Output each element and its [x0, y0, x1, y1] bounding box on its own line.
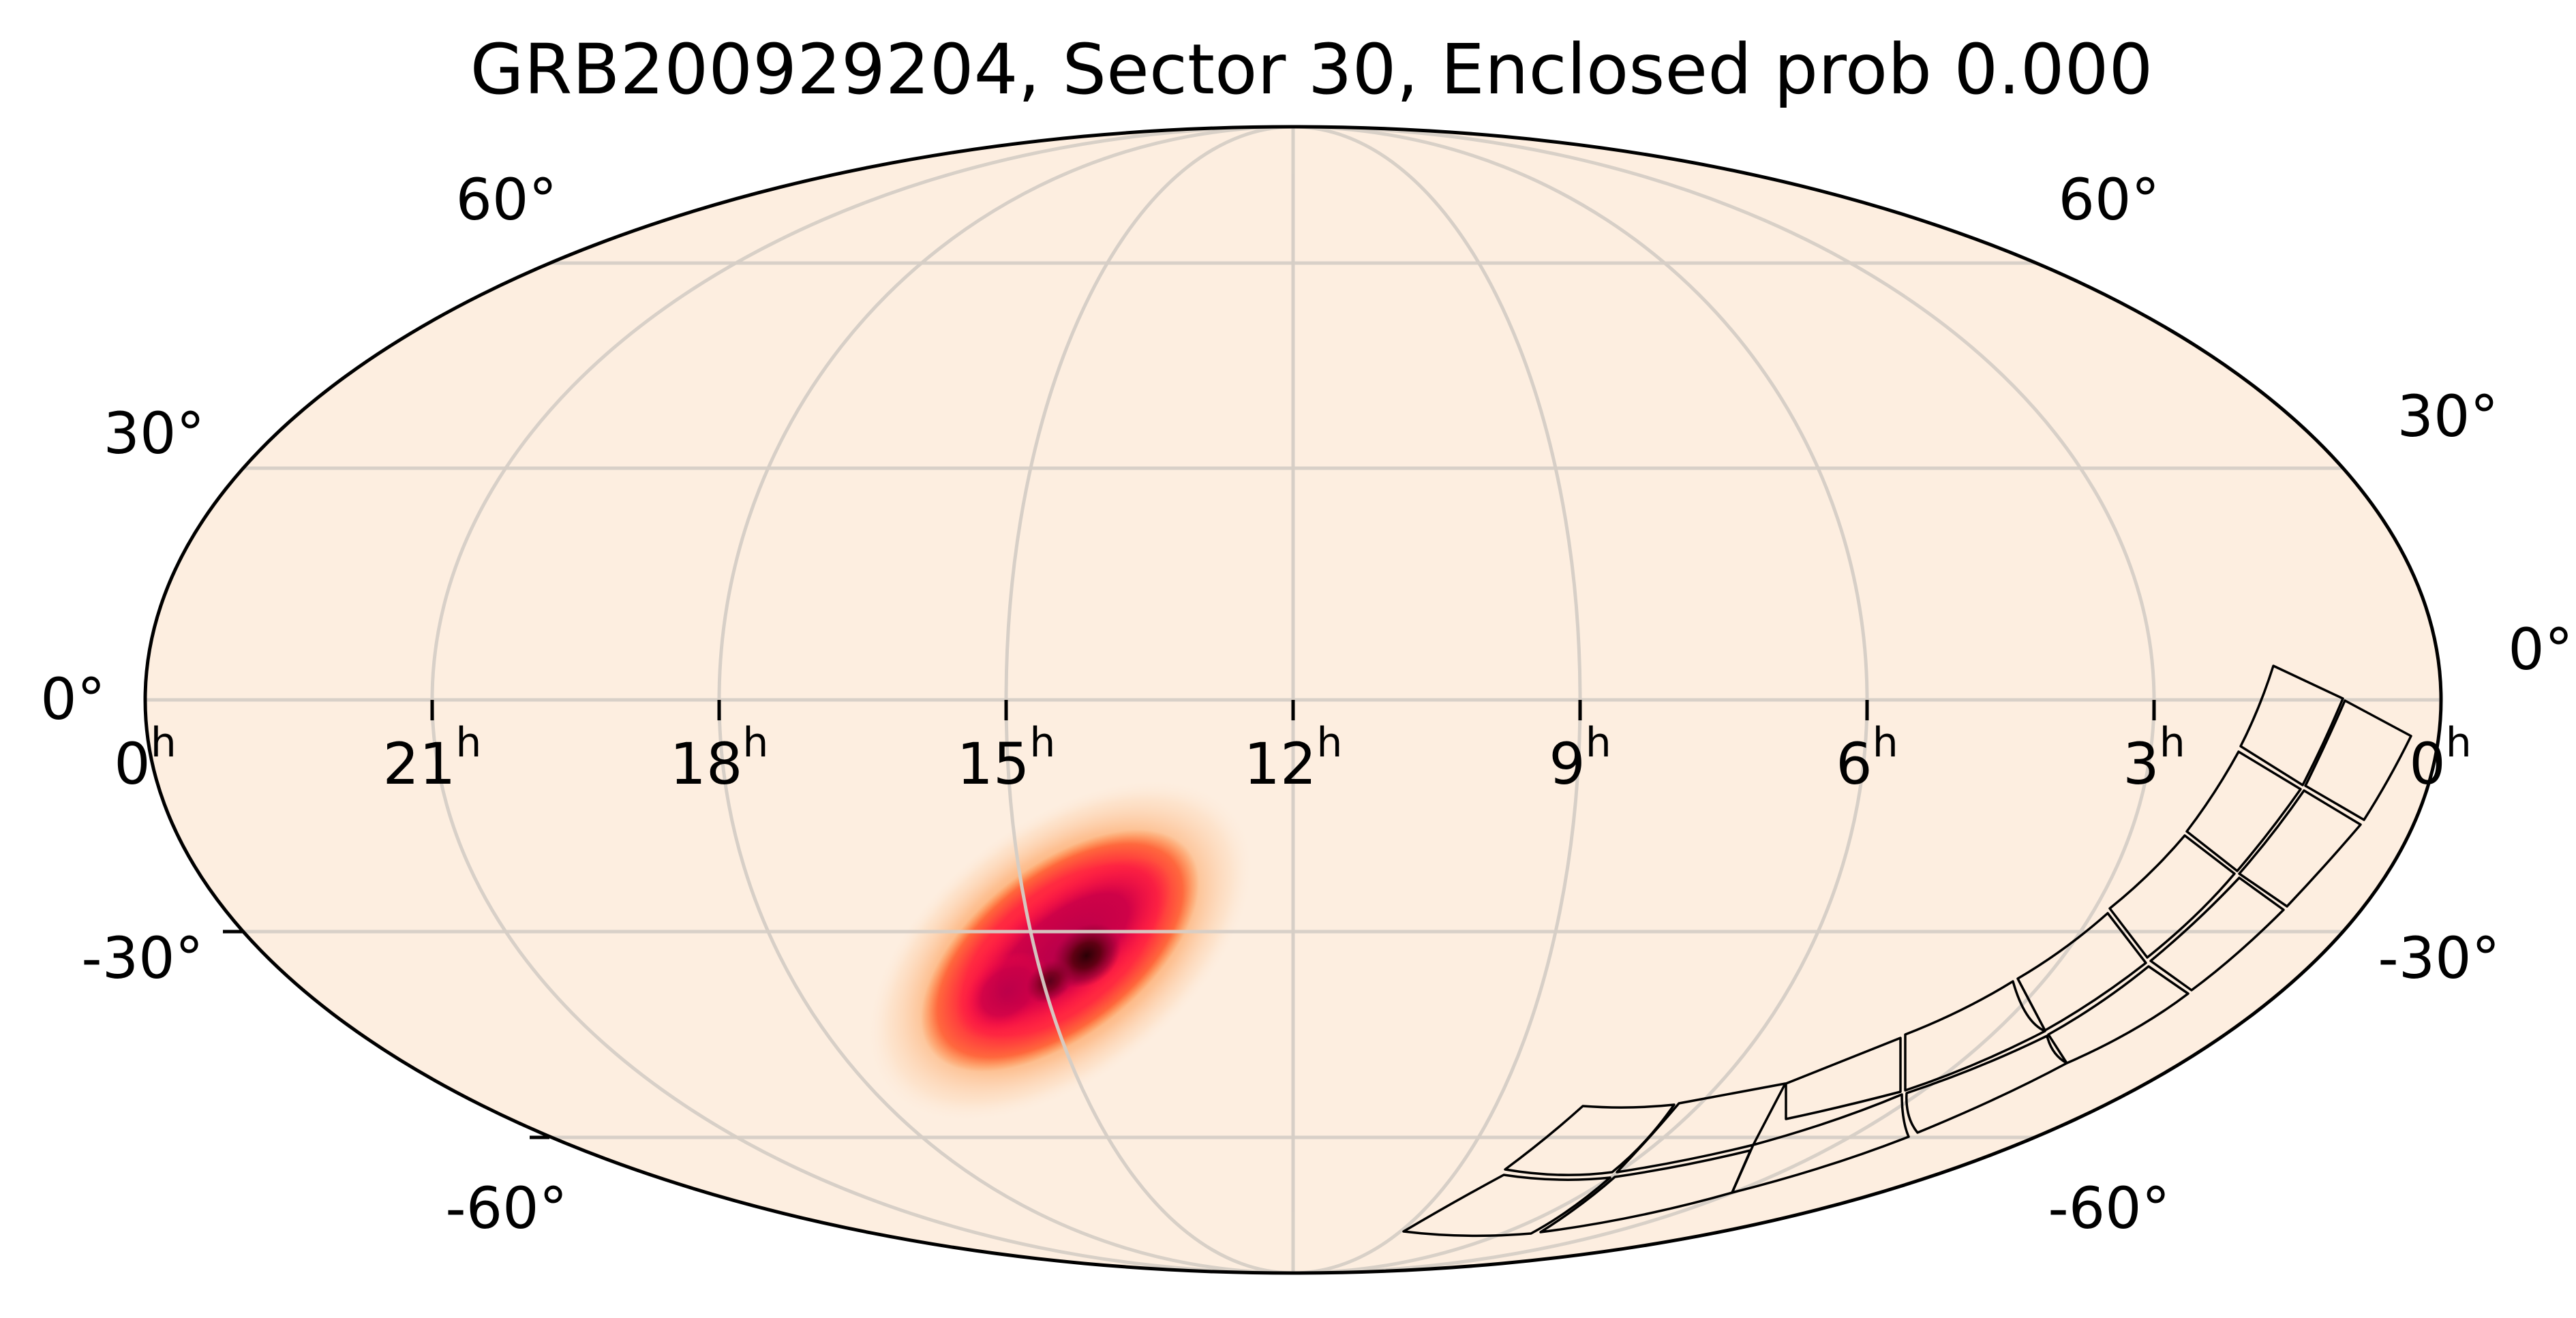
probability-heatmap [865, 778, 1255, 1123]
dec-label-left-0: 0° [40, 666, 105, 733]
dec-labels-right: 60° 30° 0° -30° -60° [2048, 166, 2573, 1242]
ra-label-0h-left: 0h [114, 719, 176, 797]
dec-ticks [223, 930, 549, 1139]
dec-label-right-30: 30° [2397, 383, 2499, 450]
ra-ticks [430, 700, 2156, 720]
dec-label-left-minus30: -30° [81, 925, 203, 992]
camera-4 [1402, 1082, 1787, 1238]
camera-3 [1731, 980, 2068, 1194]
dec-label-left-60: 60° [456, 166, 558, 233]
dec-label-left-30: 30° [104, 400, 205, 467]
chart-title: GRB200929204, Sector 30, Enclosed prob 0… [470, 29, 2153, 110]
dec-label-left-minus60: -60° [445, 1175, 567, 1242]
tess-footprint [1402, 664, 2412, 1238]
dec-label-right-0: 0° [2508, 616, 2573, 683]
ra-label-3h: 3h [2123, 719, 2185, 797]
ra-label-18h: 18h [670, 719, 769, 797]
ra-label-15h: 15h [957, 719, 1056, 797]
ra-label-12h: 12h [1244, 719, 1343, 797]
dec-label-right-minus60: -60° [2048, 1175, 2170, 1242]
map-outline [143, 125, 2443, 1275]
dec-labels-left: 60° 30° 0° -30° -60° [40, 166, 567, 1242]
dec-label-right-60: 60° [2059, 166, 2160, 233]
ra-label-6h: 6h [1836, 719, 1898, 797]
ra-labels: 0h 21h 18h 15h 12h 9h 6h 3h 0h [114, 719, 2471, 797]
ra-label-21h: 21h [383, 719, 482, 797]
ra-label-0h-right: 0h [2409, 719, 2471, 797]
camera-1 [2185, 664, 2412, 908]
ra-label-9h: 9h [1549, 719, 1611, 797]
dec-label-right-minus30: -30° [2378, 925, 2500, 992]
